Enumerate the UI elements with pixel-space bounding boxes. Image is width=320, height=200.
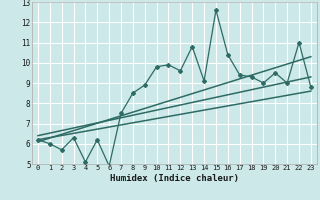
X-axis label: Humidex (Indice chaleur): Humidex (Indice chaleur) — [110, 174, 239, 183]
